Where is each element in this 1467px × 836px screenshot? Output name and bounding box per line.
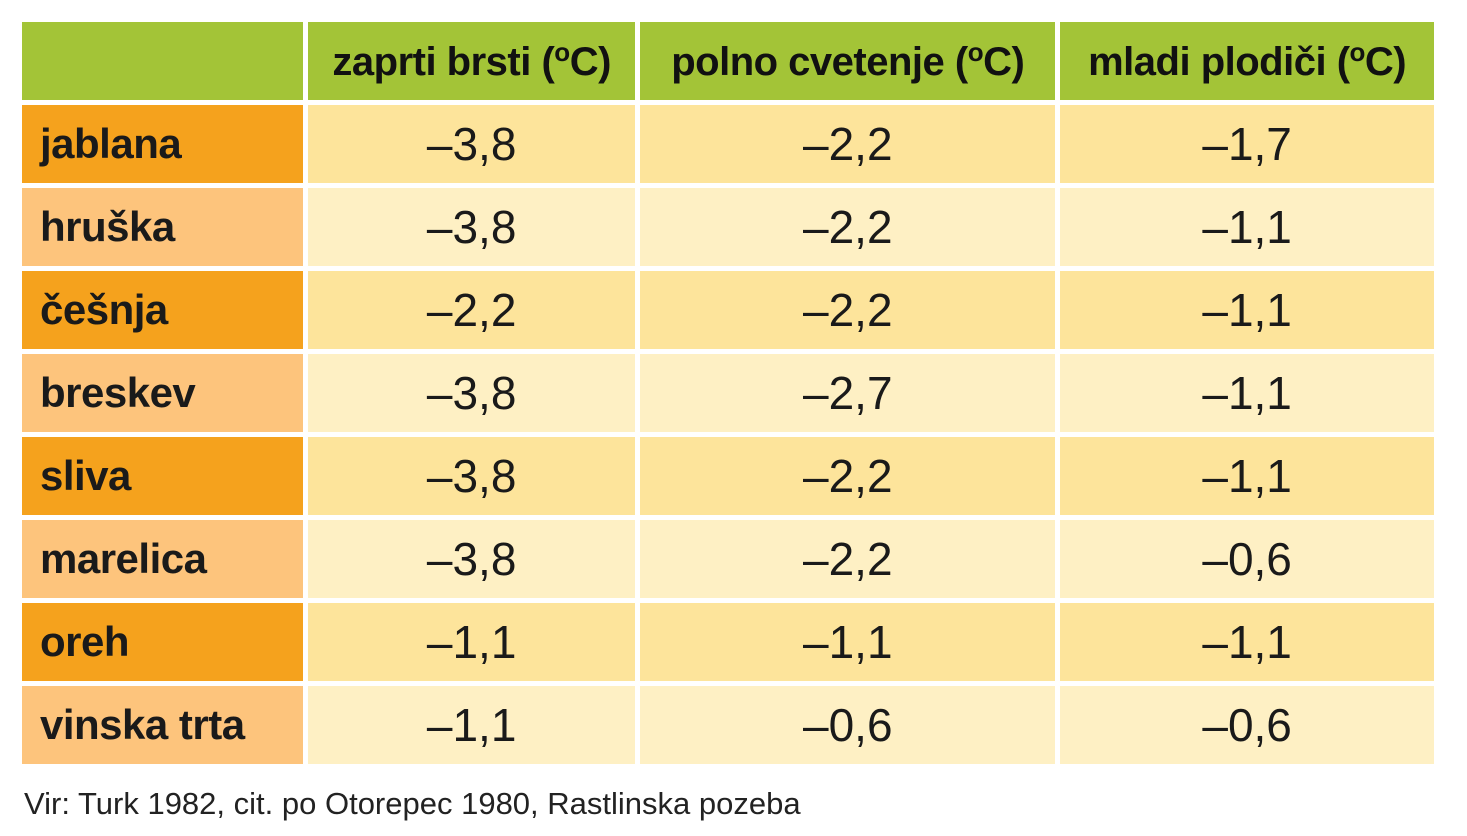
row-label: oreh [22, 603, 303, 681]
table-row: češnja –2,2 –2,2 –1,1 [22, 271, 1434, 349]
table-row: marelica –3,8 –2,2 –0,6 [22, 520, 1434, 598]
table-cell: –2,7 [640, 354, 1056, 432]
row-label: vinska trta [22, 686, 303, 764]
table-row: oreh –1,1 –1,1 –1,1 [22, 603, 1434, 681]
table-row: breskev –3,8 –2,7 –1,1 [22, 354, 1434, 432]
header-closed-buds: zaprti brsti (oC) [308, 22, 636, 100]
table-cell: –3,8 [308, 520, 636, 598]
table-cell: –1,1 [1060, 603, 1434, 681]
row-label: hruška [22, 188, 303, 266]
header-young-fruit: mladi plodiči (oC) [1060, 22, 1434, 100]
table-cell: –0,6 [1060, 520, 1434, 598]
table-cell: –3,8 [308, 437, 636, 515]
row-label: marelica [22, 520, 303, 598]
table-cell: –2,2 [640, 437, 1056, 515]
table-cell: –1,1 [640, 603, 1056, 681]
table-row: jablana –3,8 –2,2 –1,7 [22, 105, 1434, 183]
table-row: vinska trta –1,1 –0,6 –0,6 [22, 686, 1434, 764]
table-cell: –1,7 [1060, 105, 1434, 183]
table-cell: –1,1 [1060, 188, 1434, 266]
table-header-row: zaprti brsti (oC) polno cvetenje (oC) ml… [22, 22, 1434, 100]
table-cell: –3,8 [308, 188, 636, 266]
table-row: hruška –3,8 –2,2 –1,1 [22, 188, 1434, 266]
table-cell: –2,2 [640, 188, 1056, 266]
header-corner-cell [22, 22, 303, 100]
table-cell: –3,8 [308, 354, 636, 432]
table-cell: –1,1 [1060, 354, 1434, 432]
table-cell: –1,1 [308, 603, 636, 681]
row-label: sliva [22, 437, 303, 515]
table-cell: –2,2 [640, 520, 1056, 598]
table-cell: –0,6 [640, 686, 1056, 764]
table-cell: –2,2 [640, 271, 1056, 349]
table-row: sliva –3,8 –2,2 –1,1 [22, 437, 1434, 515]
table-cell: –1,1 [1060, 437, 1434, 515]
frost-tolerance-table: zaprti brsti (oC) polno cvetenje (oC) ml… [17, 17, 1439, 769]
row-label: breskev [22, 354, 303, 432]
table-cell: –0,6 [1060, 686, 1434, 764]
header-full-bloom: polno cvetenje (oC) [640, 22, 1056, 100]
row-label: češnja [22, 271, 303, 349]
table-cell: –2,2 [308, 271, 636, 349]
table-cell: –1,1 [308, 686, 636, 764]
table-cell: –2,2 [640, 105, 1056, 183]
row-label: jablana [22, 105, 303, 183]
table-cell: –3,8 [308, 105, 636, 183]
source-note: Vir: Turk 1982, cit. po Otorepec 1980, R… [24, 786, 801, 821]
table-cell: –1,1 [1060, 271, 1434, 349]
